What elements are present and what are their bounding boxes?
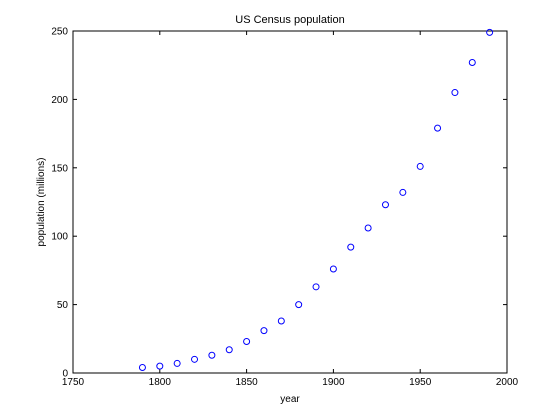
data-point — [225, 346, 233, 354]
y-tick-label: 150 — [51, 163, 68, 174]
y-tick-label: 100 — [51, 232, 68, 243]
data-point — [416, 162, 424, 170]
data-point — [468, 58, 476, 66]
data-point — [191, 355, 199, 363]
x-tick-label: 1800 — [149, 377, 172, 388]
y-axis-label: population (millions) — [36, 158, 47, 247]
data-point — [451, 89, 459, 97]
x-tick-label: 1850 — [235, 377, 258, 388]
x-tick-label: 2000 — [496, 377, 519, 388]
data-point — [156, 362, 164, 370]
data-point — [138, 364, 146, 372]
data-points — [138, 28, 494, 372]
y-tick-label: 50 — [57, 300, 69, 311]
data-point — [364, 224, 372, 232]
data-point — [277, 317, 285, 325]
data-point — [295, 301, 303, 309]
x-tick-label: 1750 — [62, 377, 85, 388]
plot-area — [72, 30, 508, 374]
x-axis-label: year — [280, 394, 300, 405]
data-point — [243, 338, 251, 346]
x-tick-label: 1900 — [322, 377, 345, 388]
chart-title: US Census population — [235, 14, 344, 26]
data-point — [434, 124, 442, 132]
data-point — [173, 359, 181, 367]
data-point — [381, 201, 389, 209]
data-point — [208, 351, 216, 359]
data-point — [329, 265, 337, 273]
axis-ticks: 1750 1800 1850 1900 1950 2000 0 50 100 150 200 250 — [51, 27, 518, 389]
x-tick-label: 1950 — [409, 377, 432, 388]
y-tick-label: 250 — [51, 27, 68, 38]
y-tick-label: 0 — [62, 369, 68, 380]
data-point — [486, 28, 494, 36]
data-point — [399, 188, 407, 196]
data-point — [312, 283, 320, 291]
y-tick-label: 200 — [51, 95, 68, 106]
data-point — [260, 327, 268, 335]
data-point — [347, 243, 355, 251]
